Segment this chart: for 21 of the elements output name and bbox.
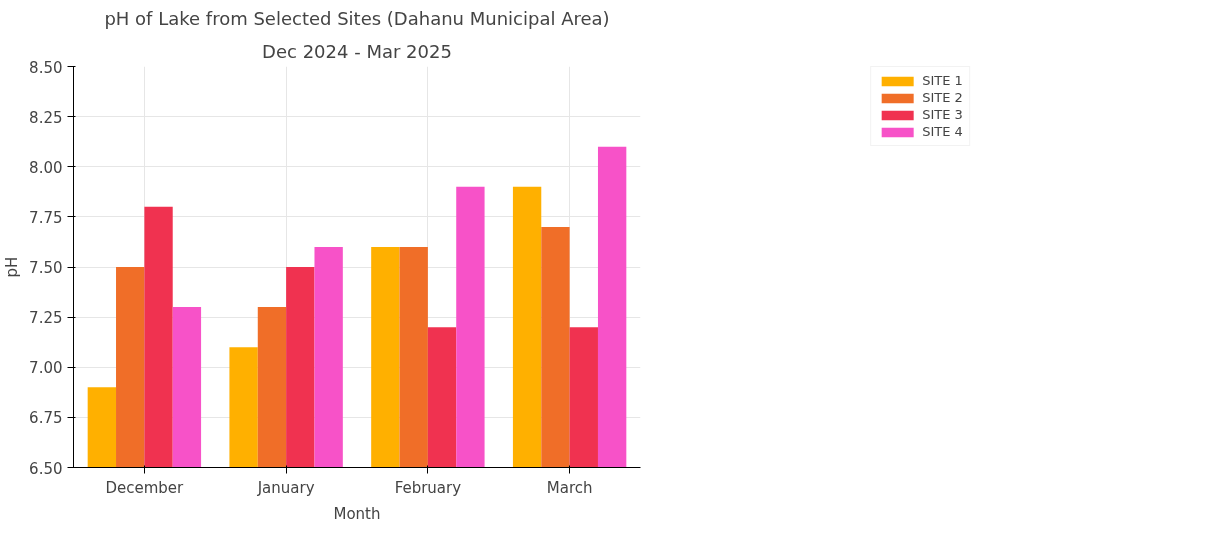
y-tick-label: 8.25 — [29, 108, 63, 127]
y-tick-label: 8.00 — [29, 158, 63, 177]
y-tick-label: 8.50 — [29, 58, 63, 77]
y-tick-label: 7.25 — [29, 309, 63, 328]
y-tick-label: 7.75 — [29, 208, 63, 227]
x-tick-label: February — [394, 478, 462, 497]
legend-label: SITE 3 — [922, 107, 963, 122]
chart-title: pH of Lake from Selected Sites (Dahanu Municipal Area) — [104, 7, 610, 29]
legend-label: SITE 4 — [922, 124, 963, 139]
x-tick-label: December — [105, 478, 185, 497]
legend-label: SITE 1 — [922, 73, 963, 88]
x-tick-label: March — [546, 478, 593, 497]
chart-subtitle: Dec 2024 - Mar 2025 — [262, 40, 452, 62]
y-tick-label: 6.50 — [29, 459, 63, 478]
y-tick-label: 7.50 — [29, 259, 63, 277]
legend-label: SITE 2 — [922, 90, 963, 105]
x-tick-label: January — [256, 478, 315, 497]
y-axis-title: pH — [3, 256, 22, 278]
y-tick-label: 6.75 — [29, 409, 63, 428]
x-axis-title: Month — [333, 504, 381, 523]
y-tick-label: 7.00 — [29, 359, 63, 378]
